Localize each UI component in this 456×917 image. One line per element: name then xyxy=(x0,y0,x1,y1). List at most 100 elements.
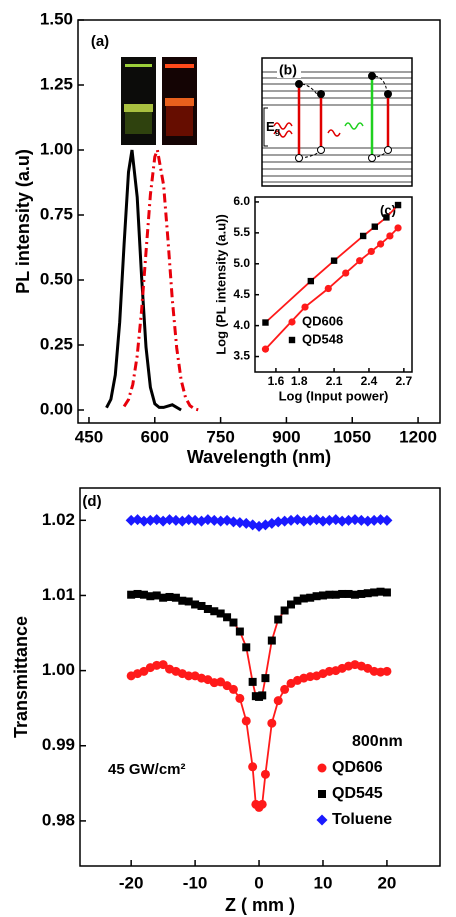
marker xyxy=(202,514,214,526)
y-axis-title: Transmittance xyxy=(11,616,31,738)
diagram-frame xyxy=(261,57,413,187)
series-line xyxy=(105,149,182,412)
y-tick-label: 6.0 xyxy=(233,194,250,208)
marker xyxy=(171,593,180,602)
marker xyxy=(349,514,361,526)
marker xyxy=(257,799,267,809)
relaxation-path xyxy=(300,75,389,159)
marker xyxy=(170,514,182,526)
cuvette-photos xyxy=(121,57,197,145)
marker xyxy=(184,597,193,606)
marker xyxy=(139,590,148,599)
marker xyxy=(248,677,257,686)
marker xyxy=(355,514,367,526)
marker xyxy=(336,515,348,527)
marker xyxy=(242,643,251,652)
marker xyxy=(210,607,219,616)
x-axis-title: Wavelength (nm) xyxy=(187,447,331,467)
gap-symbol: E xyxy=(266,119,275,134)
marker xyxy=(325,590,334,599)
marker xyxy=(367,247,375,256)
x-tick-label: 1200 xyxy=(399,427,437,446)
marker xyxy=(371,223,378,230)
hole xyxy=(368,154,376,162)
chart: 3.5 4.0 4.5 5.0 5.5 6.0 1.6 1.8 2.1 2.4 2.7 Log (In… xyxy=(213,194,413,403)
marker xyxy=(274,615,283,624)
gap-bracket xyxy=(263,107,268,147)
marker xyxy=(144,514,156,526)
x-tick-label: 10 xyxy=(314,873,333,892)
marker xyxy=(178,596,187,605)
marker xyxy=(359,232,367,240)
marker xyxy=(183,514,195,526)
diagram-label: (b) xyxy=(279,62,297,78)
marker xyxy=(229,618,238,627)
y-tick-label: 5.5 xyxy=(233,225,250,239)
marker xyxy=(273,696,283,706)
x-axis-title: Z ( mm ) xyxy=(225,895,295,915)
marker xyxy=(152,591,161,600)
marker xyxy=(318,790,326,798)
marker xyxy=(267,718,277,728)
electron xyxy=(295,80,303,88)
marker xyxy=(382,666,392,676)
photon xyxy=(273,122,293,138)
panel-label: (c) xyxy=(380,202,396,217)
marker xyxy=(164,514,176,526)
marker xyxy=(127,590,136,599)
marker xyxy=(262,319,269,326)
y-tick-label: 1.01 xyxy=(42,585,75,604)
x-tick-label: 450 xyxy=(75,427,103,446)
legend-title: 800nm xyxy=(352,733,403,750)
energy-diagram xyxy=(261,57,413,187)
hole xyxy=(317,146,325,154)
cuvette-glow xyxy=(165,64,194,68)
marker xyxy=(241,716,251,726)
marker xyxy=(288,336,296,344)
y-tick-label: 4.0 xyxy=(233,318,250,332)
x-tick-label: 0 xyxy=(254,873,263,892)
hole xyxy=(384,146,392,154)
legend-label: QD606 xyxy=(302,313,343,328)
legend-label: Toluene xyxy=(332,811,392,828)
marker xyxy=(293,596,302,605)
marker xyxy=(125,514,137,526)
y-tick-label: 0.75 xyxy=(40,204,73,223)
y-tick-label: 0.00 xyxy=(40,399,73,418)
marker xyxy=(307,277,315,285)
marker xyxy=(228,684,238,694)
panel-label: (d) xyxy=(82,493,101,510)
marker xyxy=(324,284,332,293)
marker xyxy=(343,514,355,526)
x-tick-label: 1.8 xyxy=(291,374,308,388)
marker xyxy=(331,590,340,599)
marker xyxy=(208,514,220,526)
y-axis-title: Log (PL intensity (a.u)) xyxy=(213,214,228,355)
marker xyxy=(159,593,168,602)
marker xyxy=(338,589,347,598)
marker xyxy=(272,516,284,528)
marker xyxy=(316,814,328,826)
x-axis-title: Log (Input power) xyxy=(279,388,389,403)
photon xyxy=(344,122,364,130)
marker xyxy=(261,345,270,353)
x-tick-label: 600 xyxy=(141,427,169,446)
marker xyxy=(197,601,206,610)
marker xyxy=(306,593,315,602)
marker xyxy=(382,588,391,597)
marker xyxy=(370,588,379,597)
marker xyxy=(330,257,338,264)
legend-label: QD606 xyxy=(332,759,383,776)
plot-frame xyxy=(79,487,441,867)
fit-line xyxy=(131,590,388,698)
y-tick-label: 5.0 xyxy=(233,256,250,270)
marker xyxy=(285,514,297,526)
x-tick-label: 750 xyxy=(206,427,234,446)
marker xyxy=(280,684,290,694)
y-tick-label: 1.50 xyxy=(40,9,73,28)
cuvette-glow xyxy=(125,64,152,67)
marker xyxy=(350,590,359,599)
marker xyxy=(376,587,385,596)
marker xyxy=(323,514,335,526)
label-bg xyxy=(277,63,301,78)
